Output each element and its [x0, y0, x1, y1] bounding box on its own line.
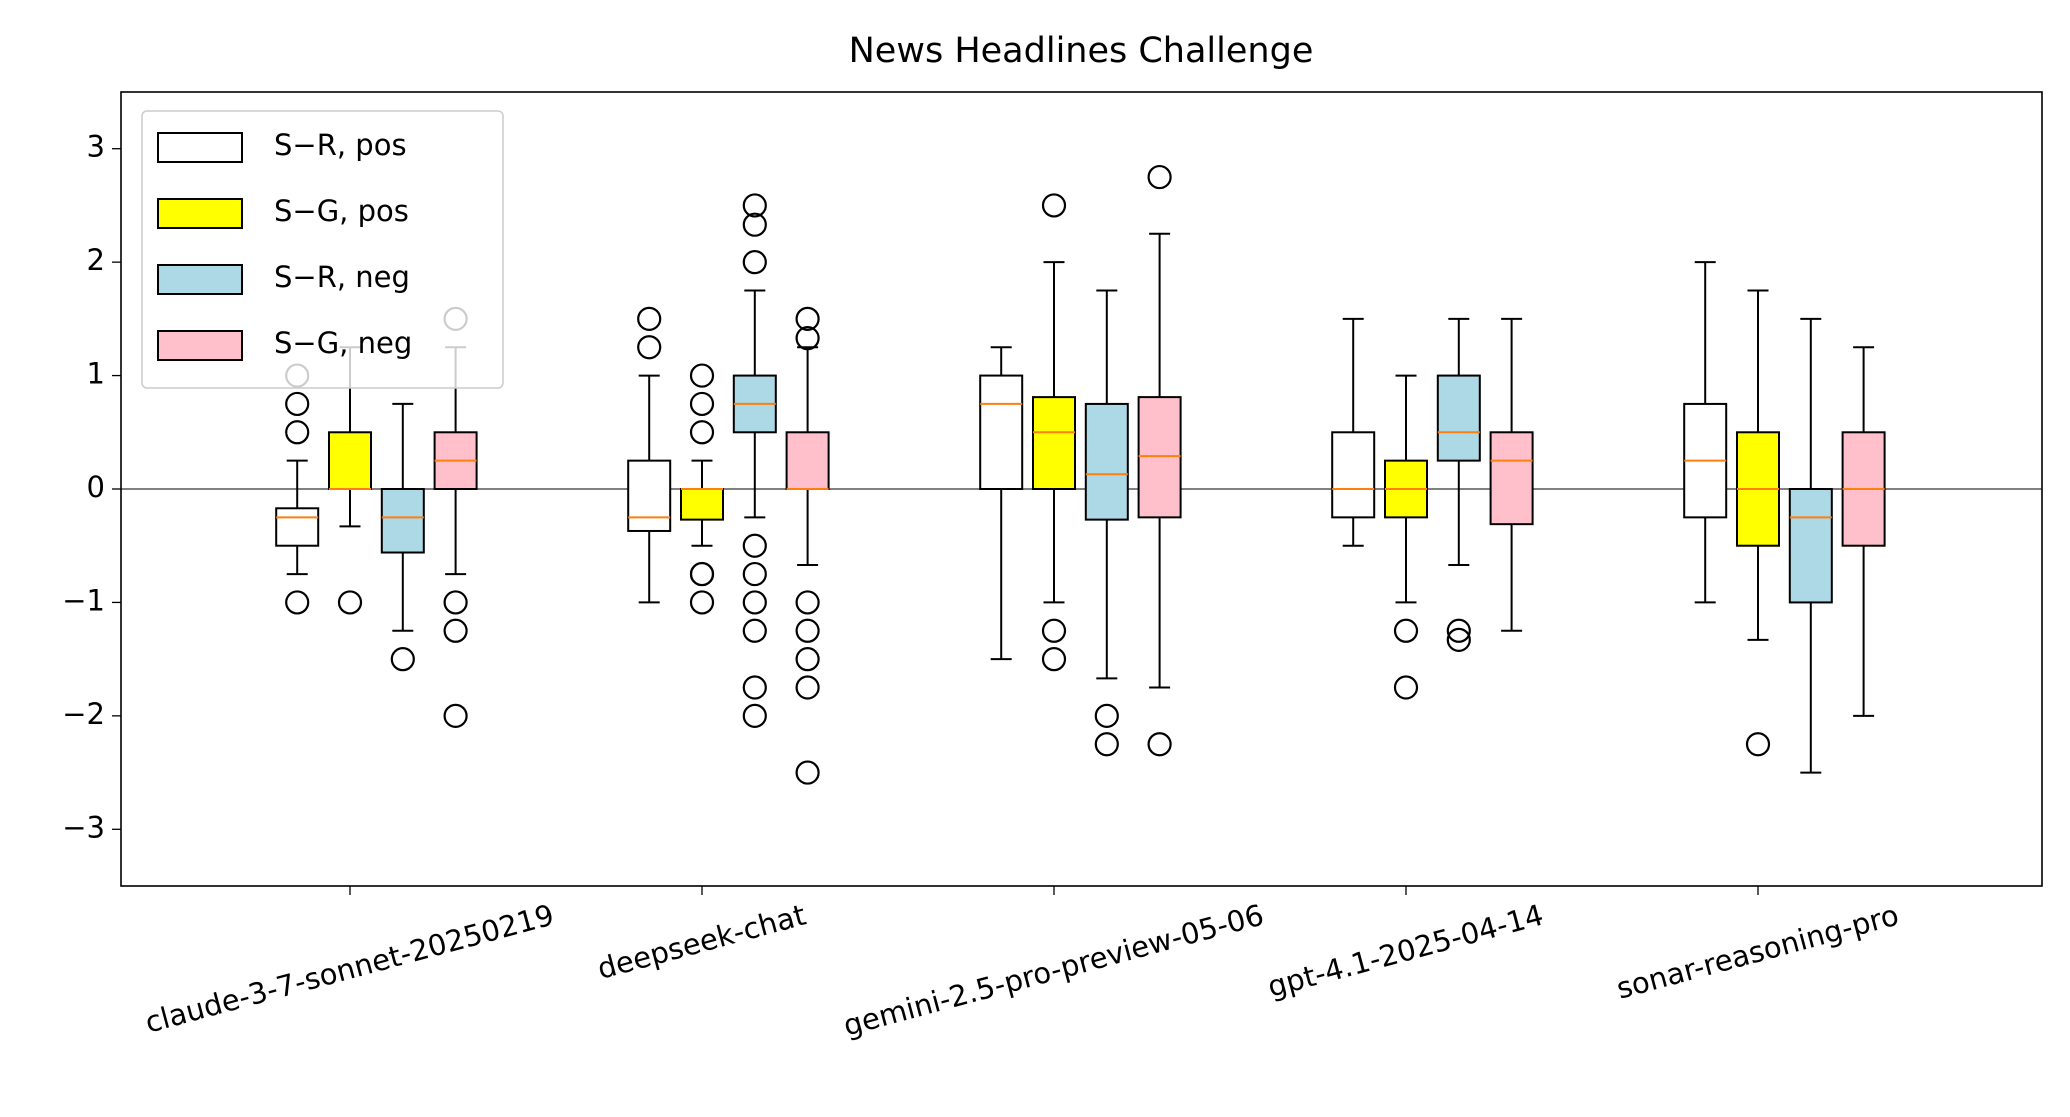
outlier: [795, 675, 820, 700]
box: [328, 431, 372, 490]
box-group: [275, 363, 320, 615]
legend-label: S−G, neg: [274, 326, 412, 360]
y-tick-label: −2: [62, 697, 105, 731]
y-tick-label: −3: [62, 810, 105, 844]
legend-label: S−G, pos: [274, 194, 409, 228]
box-group: [1137, 164, 1182, 757]
outlier: [795, 618, 820, 643]
outlier: [1094, 732, 1119, 757]
outlier: [443, 590, 468, 615]
outlier: [1147, 732, 1172, 757]
outlier: [1393, 675, 1419, 700]
box-group: [979, 346, 1024, 661]
box-group: [1489, 317, 1534, 632]
outlier: [742, 675, 767, 700]
box: [627, 459, 672, 532]
box-group: [1384, 374, 1428, 700]
outlier: [637, 335, 662, 360]
outlier: [285, 391, 310, 417]
outlier: [689, 590, 715, 615]
outlier: [637, 306, 662, 331]
outlier: [795, 760, 820, 785]
outlier: [742, 561, 767, 587]
box-group: [1084, 289, 1129, 757]
outlier: [285, 420, 310, 445]
outlier: [689, 391, 715, 417]
legend-frame: [141, 110, 504, 389]
box-group: [1436, 317, 1481, 652]
box: [1032, 396, 1076, 491]
box-group: [732, 193, 777, 728]
box-group: [1841, 346, 1886, 717]
box-group: [380, 402, 425, 672]
box-group: [1788, 317, 1833, 774]
outlier: [795, 590, 820, 615]
outlier: [742, 703, 767, 728]
outlier: [689, 561, 715, 587]
outlier: [795, 306, 820, 331]
outlier: [689, 420, 715, 445]
outlier: [1094, 703, 1119, 728]
outlier: [742, 533, 767, 558]
box-group: [680, 363, 724, 615]
outlier: [443, 618, 468, 643]
box: [1331, 431, 1376, 519]
outlier: [1041, 618, 1067, 643]
outlier: [285, 590, 310, 615]
outlier: [390, 647, 415, 672]
outlier: [1147, 164, 1172, 190]
box: [1489, 431, 1534, 526]
outlier: [1041, 647, 1067, 672]
legend-swatch: [157, 264, 243, 295]
legend: S−R, pos S−G, pos S−R, neg S−G, neg: [141, 110, 504, 389]
outlier: [1446, 618, 1471, 643]
box-group: [1683, 261, 1728, 604]
box: [1084, 402, 1129, 521]
legend-swatch: [157, 330, 243, 361]
box: [1137, 396, 1182, 519]
box: [380, 488, 425, 554]
outlier: [742, 212, 767, 237]
outlier: [742, 193, 767, 218]
legend-label: S−R, pos: [274, 128, 407, 162]
outlier: [742, 250, 767, 275]
box-group: [627, 306, 672, 604]
box: [680, 488, 724, 521]
y-tick-label: 1: [87, 357, 105, 391]
box: [1788, 488, 1833, 604]
box-group: [1331, 317, 1376, 547]
box: [979, 374, 1024, 491]
outlier: [1446, 627, 1471, 652]
box-group: [1032, 193, 1076, 672]
y-tick-label: 0: [87, 470, 105, 504]
box-group: [785, 306, 830, 785]
outlier: [795, 326, 820, 351]
outlier: [1393, 618, 1419, 643]
outlier: [1041, 193, 1067, 218]
outlier: [795, 647, 820, 672]
box: [1436, 374, 1481, 462]
outlier: [443, 703, 468, 728]
box: [785, 431, 830, 490]
box: [275, 507, 320, 547]
outlier: [742, 590, 767, 615]
legend-label: S−R, neg: [274, 260, 410, 294]
outlier: [337, 590, 363, 615]
legend-swatch: [157, 198, 243, 229]
chart-title: News Headlines Challenge: [849, 31, 1314, 71]
outlier: [742, 618, 767, 643]
y-tick-label: 2: [87, 243, 105, 277]
box-group: [328, 346, 372, 615]
box-group: [1736, 289, 1780, 757]
plot-frame: [120, 91, 2043, 887]
outlier: [689, 363, 715, 388]
y-tick-label: −1: [62, 583, 105, 617]
y-tick-label: 3: [87, 130, 105, 164]
outlier: [1745, 732, 1771, 757]
legend-swatch: [157, 132, 243, 163]
